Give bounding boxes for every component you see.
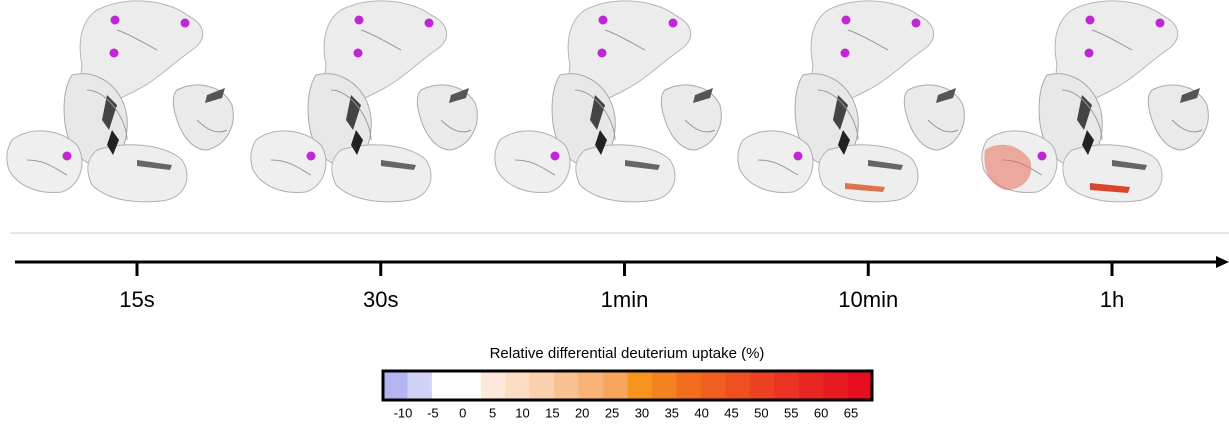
colorbar-tick-label: 55 — [784, 405, 798, 420]
colorbar-segment — [676, 371, 702, 400]
colorbar-segment — [554, 371, 579, 400]
protein-structure — [494, 0, 722, 203]
colorbar-tick-label: 45 — [724, 405, 738, 420]
timepoint-label: 30s — [363, 287, 398, 312]
colorbar-segment — [749, 371, 775, 400]
colorbar-tick-label: 20 — [575, 405, 589, 420]
colorbar-tick-label: -10 — [394, 405, 413, 420]
colorbar-segment — [407, 371, 433, 400]
colorbar-segment — [823, 371, 848, 400]
colorbar-segment — [627, 371, 653, 400]
timepoint-label: 1min — [601, 287, 649, 312]
colorbar-segment — [480, 371, 506, 400]
colorbar-tick-label: 60 — [814, 405, 828, 420]
timepoint-label: 10min — [838, 287, 898, 312]
uptake-highlight — [1090, 183, 1130, 193]
timeline-arrow — [1216, 256, 1229, 268]
colorbar-segment — [603, 371, 628, 400]
colorbar-segment — [700, 371, 726, 400]
protein-structure — [6, 0, 234, 203]
colorbar-tick-label: 50 — [754, 405, 768, 420]
colorbar-segment — [774, 371, 799, 400]
colorbar-tick-label: 10 — [515, 405, 529, 420]
colorbar-segment — [725, 371, 751, 400]
colorbar-frame — [381, 369, 874, 402]
protein-structure — [250, 0, 478, 203]
colorbar-title: Relative differential deuterium uptake (… — [490, 345, 765, 362]
colorbar-segment — [456, 371, 482, 400]
colorbar-tick-label: 0 — [459, 405, 466, 420]
colorbar-segment — [383, 371, 408, 400]
colorbar-segment — [847, 371, 873, 400]
colorbar-segment — [798, 371, 824, 400]
colorbar-tick-label: 65 — [844, 405, 858, 420]
colorbar-segment — [505, 371, 530, 400]
colorbar-segment — [651, 371, 677, 400]
colorbar-tick-label: 25 — [605, 405, 619, 420]
protein-structure — [737, 0, 965, 203]
uptake-highlight — [845, 183, 885, 192]
colorbar-tick-label: 15 — [545, 405, 559, 420]
colorbar-tick-label: 40 — [694, 405, 708, 420]
colorbar-segment — [578, 371, 604, 400]
colorbar-tick-label: -5 — [427, 405, 439, 420]
colorbar-tick-label: 30 — [635, 405, 649, 420]
timepoint-label: 15s — [119, 287, 154, 312]
colorbar-tick-label: 35 — [665, 405, 679, 420]
colorbar-segment — [431, 371, 457, 400]
colorbar-tick-label: 5 — [489, 405, 496, 420]
uptake-highlight — [984, 144, 1032, 190]
timepoint-label: 1h — [1100, 287, 1124, 312]
colorbar-segment — [529, 371, 555, 400]
